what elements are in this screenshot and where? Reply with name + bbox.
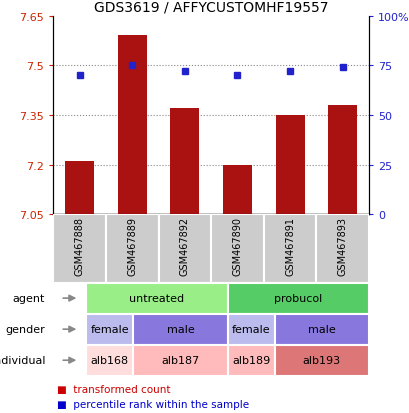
Bar [158, 215, 211, 283]
Text: female: female [90, 324, 129, 335]
FancyBboxPatch shape [227, 283, 368, 314]
FancyBboxPatch shape [133, 314, 227, 345]
FancyBboxPatch shape [274, 314, 368, 345]
Text: alb193: alb193 [302, 355, 340, 366]
FancyBboxPatch shape [86, 283, 227, 314]
Text: individual: individual [0, 355, 45, 366]
Text: male: male [166, 324, 194, 335]
Bar [328, 106, 356, 215]
Text: GSM467891: GSM467891 [284, 217, 294, 275]
FancyBboxPatch shape [86, 345, 133, 376]
Bar [170, 109, 199, 215]
Bar [211, 215, 263, 283]
Text: agent: agent [13, 293, 45, 304]
Bar [117, 36, 146, 215]
Bar [275, 116, 304, 215]
Bar [53, 215, 106, 283]
Text: GSM467889: GSM467889 [127, 217, 137, 275]
Title: GDS3619 / AFFYCUSTOMHF19557: GDS3619 / AFFYCUSTOMHF19557 [94, 0, 328, 14]
Bar [65, 162, 94, 215]
Text: untreated: untreated [129, 293, 184, 304]
FancyBboxPatch shape [227, 345, 274, 376]
Text: GSM467888: GSM467888 [74, 217, 84, 275]
Text: GSM467890: GSM467890 [232, 217, 242, 275]
Bar [106, 215, 158, 283]
Bar [316, 215, 368, 283]
Text: alb187: alb187 [161, 355, 199, 366]
Text: GSM467893: GSM467893 [337, 217, 347, 275]
Text: female: female [231, 324, 270, 335]
Bar [263, 215, 316, 283]
Text: alb168: alb168 [90, 355, 128, 366]
FancyBboxPatch shape [227, 314, 274, 345]
Text: GSM467892: GSM467892 [180, 217, 189, 276]
Bar [222, 165, 251, 215]
Text: ■  transformed count: ■ transformed count [57, 384, 171, 394]
FancyBboxPatch shape [86, 314, 133, 345]
FancyBboxPatch shape [133, 345, 227, 376]
Text: probucol: probucol [274, 293, 321, 304]
Text: alb189: alb189 [231, 355, 270, 366]
Text: male: male [307, 324, 335, 335]
Text: gender: gender [5, 324, 45, 335]
FancyBboxPatch shape [274, 345, 368, 376]
Text: ■  percentile rank within the sample: ■ percentile rank within the sample [57, 399, 249, 409]
